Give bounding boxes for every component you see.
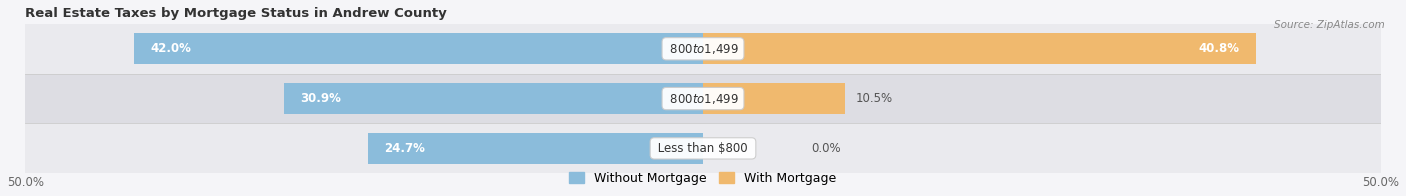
Bar <box>368 133 703 164</box>
Bar <box>25 123 1381 173</box>
Text: $800 to $1,499: $800 to $1,499 <box>666 92 740 106</box>
Text: Less than $800: Less than $800 <box>654 142 752 155</box>
Bar <box>703 33 1256 64</box>
Text: 24.7%: 24.7% <box>385 142 426 155</box>
Bar <box>25 24 1381 74</box>
Text: 10.5%: 10.5% <box>856 92 893 105</box>
Legend: Without Mortgage, With Mortgage: Without Mortgage, With Mortgage <box>569 172 837 185</box>
Bar <box>703 83 845 114</box>
Text: 30.9%: 30.9% <box>301 92 342 105</box>
Text: $800 to $1,499: $800 to $1,499 <box>666 42 740 56</box>
Text: 42.0%: 42.0% <box>150 42 191 55</box>
Text: 0.0%: 0.0% <box>811 142 841 155</box>
Bar <box>134 33 703 64</box>
Bar <box>284 83 703 114</box>
Text: Real Estate Taxes by Mortgage Status in Andrew County: Real Estate Taxes by Mortgage Status in … <box>25 7 447 20</box>
Bar <box>25 74 1381 123</box>
Text: Source: ZipAtlas.com: Source: ZipAtlas.com <box>1274 20 1385 30</box>
Text: 40.8%: 40.8% <box>1199 42 1240 55</box>
